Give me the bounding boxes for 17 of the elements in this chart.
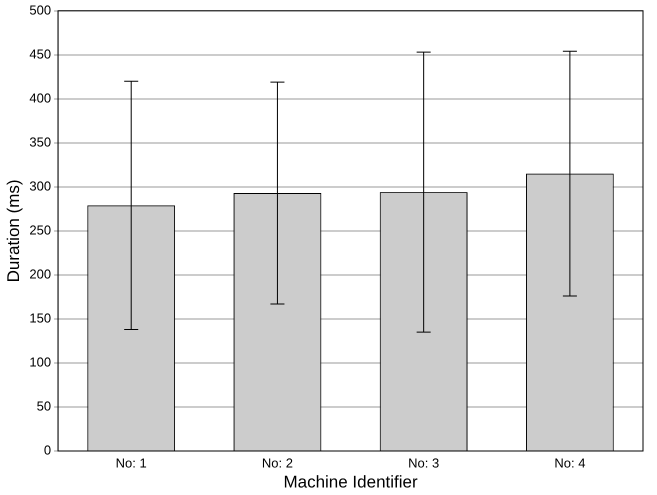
x-tick-label: No: 1 [116,455,147,470]
y-tick-label: 300 [29,178,52,194]
x-tick-label: No: 4 [554,455,586,470]
y-tick-label: 200 [29,266,52,282]
y-tick-label: 500 [29,2,52,18]
x-axis-title: Machine Identifier [283,472,418,492]
x-tick-label: No: 3 [408,455,440,470]
y-tick-label: 0 [44,442,52,458]
y-tick-label: 100 [29,354,52,370]
y-tick-label: 400 [29,90,52,106]
y-tick-label: 150 [29,310,52,326]
y-axis-title: Duration (ms) [4,179,23,282]
x-tick-label: No: 2 [262,455,293,470]
y-tick-label: 250 [29,222,52,238]
y-tick-label: 350 [29,134,52,150]
y-tick-label: 450 [29,46,52,62]
y-tick-label: 50 [36,398,52,414]
